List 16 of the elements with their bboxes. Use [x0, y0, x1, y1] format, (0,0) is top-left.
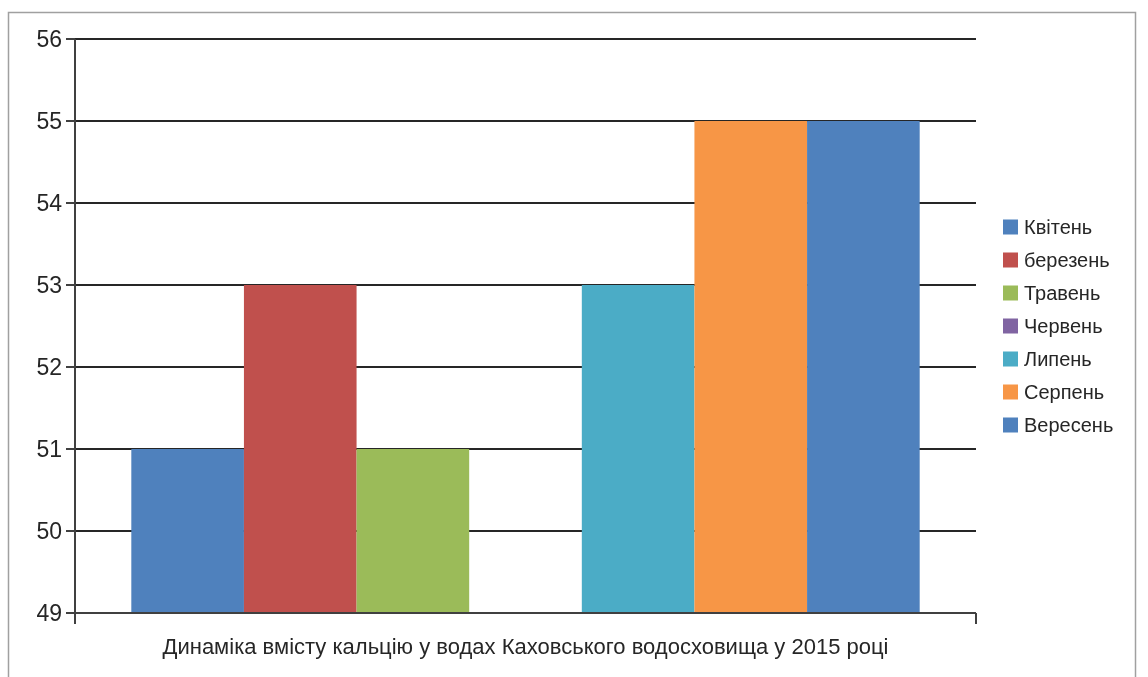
y-tick-label: 54: [36, 190, 63, 217]
y-tick-label: 50: [36, 518, 62, 545]
y-tick-label: 52: [36, 354, 62, 381]
y-tick-label: 49: [36, 600, 62, 627]
y-tick-label: 53: [36, 272, 62, 299]
legend-label: Серпень: [1024, 381, 1105, 403]
legend-label: Вересень: [1024, 414, 1114, 436]
legend-label: Квітень: [1024, 216, 1093, 238]
y-tick-label: 51: [36, 436, 62, 463]
x-tick-label: Динаміка вмісту кальцію у водах Каховського водосховища у 2015 році: [162, 634, 889, 659]
y-tick-label: 56: [36, 26, 62, 53]
legend-label: Травень: [1024, 282, 1101, 304]
y-tick-label: 55: [36, 108, 62, 135]
legend-label: Червень: [1024, 315, 1103, 337]
legend-label: березень: [1024, 249, 1110, 271]
legend-label: Липень: [1024, 348, 1092, 370]
